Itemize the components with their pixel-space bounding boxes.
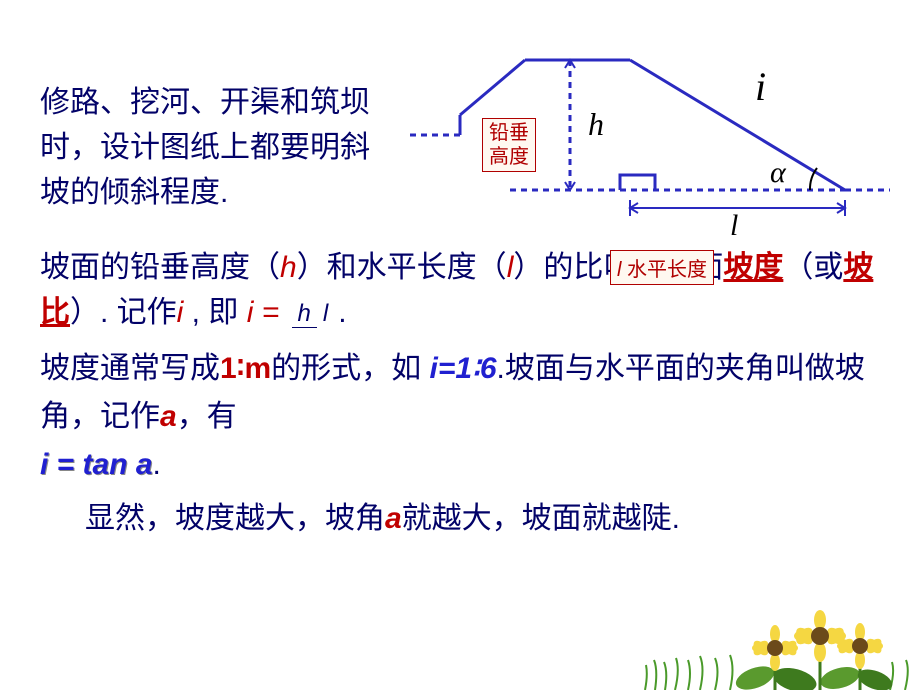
var-alpha-label: α [770, 156, 787, 189]
slope-diagram: h i α l 铅垂 高度 ll 水平长度 水平长度 [410, 50, 890, 270]
obvious-text: 显然，坡度越大，坡角a就越大，坡面就越陡. [40, 495, 880, 543]
sunflowers-decoration [640, 610, 920, 690]
var-h-label: h [588, 106, 604, 142]
slope-form-text: 坡度通常写成1∶m的形式，如 i=1∶6.坡面与水平面的夹角叫做坡角，记作a，有… [40, 345, 880, 489]
var-i-label: i [755, 64, 766, 109]
vertical-height-label: 铅垂 高度 [482, 118, 536, 172]
intro-text: 修路、挖河、开渠和筑坝时，设计图纸上都要明斜坡的倾斜程度. [40, 80, 390, 215]
horizontal-length-label: ll 水平长度 水平长度 [610, 250, 714, 285]
var-l-label: l [730, 209, 738, 242]
tan-formula: i = tan a [40, 448, 153, 481]
